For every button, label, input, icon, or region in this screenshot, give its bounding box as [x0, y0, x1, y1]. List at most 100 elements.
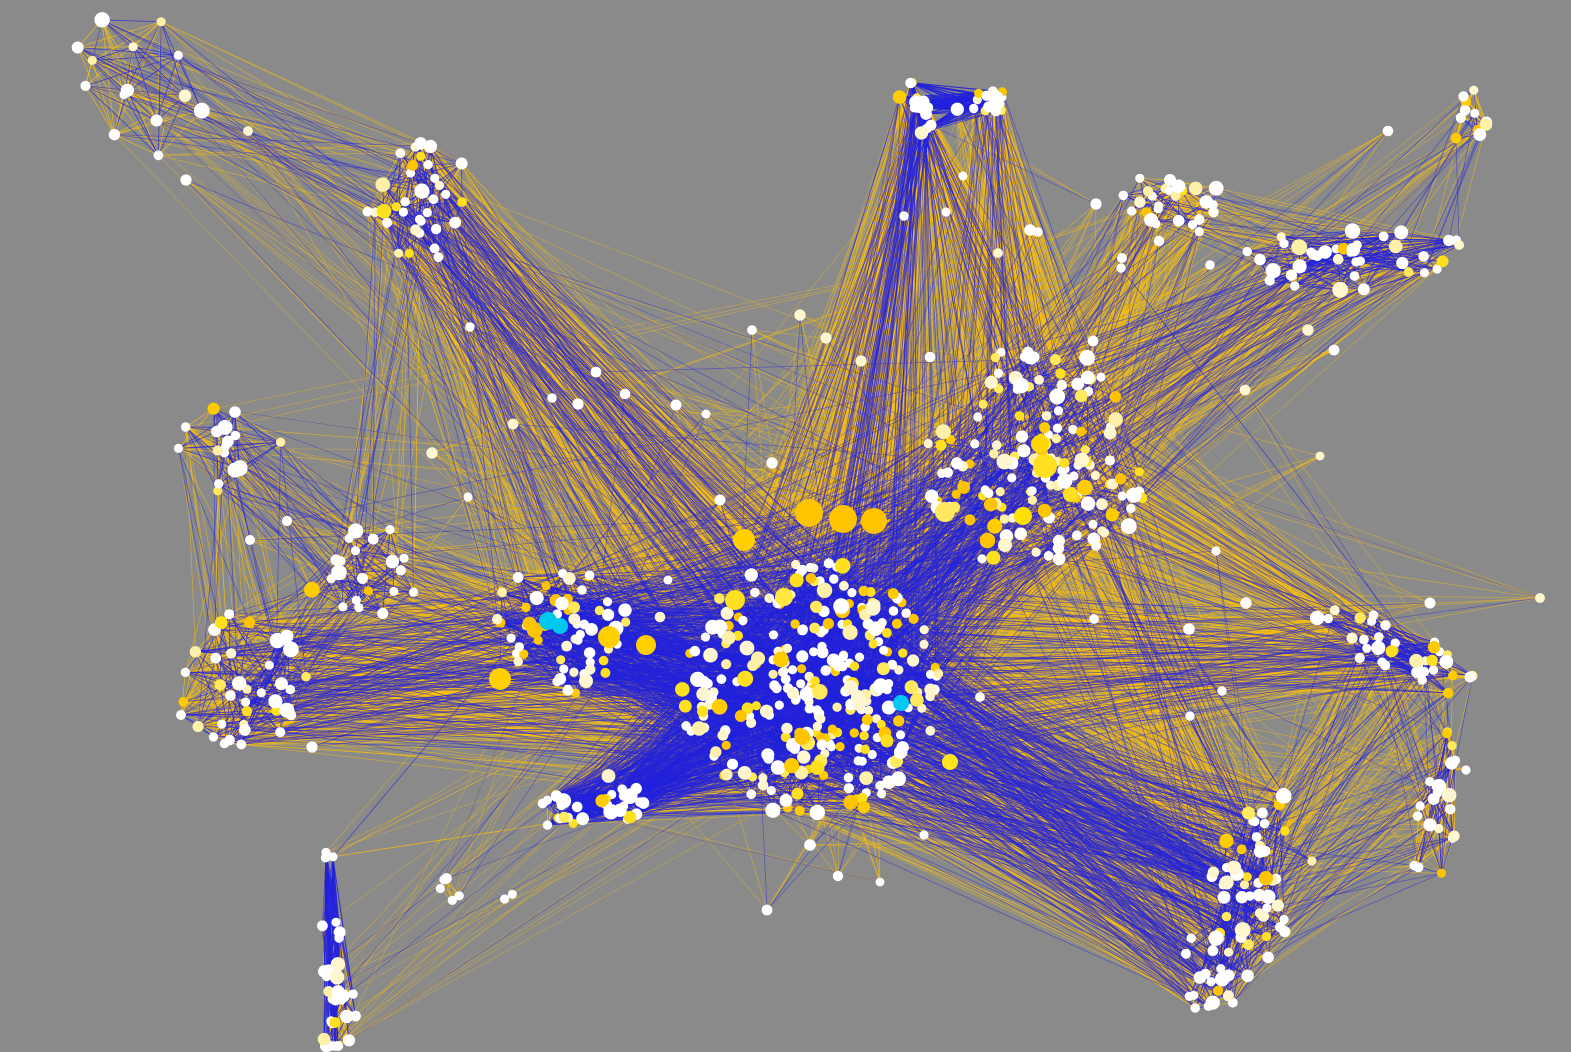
- graph-node[interactable]: [805, 562, 815, 573]
- graph-node[interactable]: [822, 618, 835, 630]
- graph-node[interactable]: [526, 622, 543, 638]
- graph-node[interactable]: [1442, 728, 1452, 739]
- graph-node[interactable]: [893, 745, 908, 759]
- node-layer[interactable]: [71, 12, 1545, 1052]
- graph-node[interactable]: [829, 574, 839, 584]
- graph-node[interactable]: [993, 368, 1004, 378]
- graph-node[interactable]: [1236, 844, 1247, 855]
- graph-node[interactable]: [999, 514, 1010, 524]
- graph-node[interactable]: [414, 183, 430, 199]
- graph-node[interactable]: [594, 605, 605, 616]
- graph-node[interactable]: [422, 208, 432, 218]
- graph-node[interactable]: [1323, 613, 1334, 624]
- graph-node[interactable]: [621, 617, 631, 627]
- graph-node[interactable]: [1096, 372, 1106, 382]
- graph-node[interactable]: [241, 706, 253, 717]
- graph-node[interactable]: [221, 435, 234, 448]
- graph-node[interactable]: [1445, 804, 1456, 815]
- graph-node[interactable]: [942, 467, 953, 478]
- graph-node[interactable]: [1057, 465, 1067, 476]
- graph-node[interactable]: [1024, 224, 1036, 236]
- graph-node[interactable]: [721, 740, 731, 750]
- graph-node[interactable]: [1153, 204, 1163, 214]
- graph-node[interactable]: [619, 388, 631, 400]
- graph-node[interactable]: [389, 586, 399, 597]
- graph-node[interactable]: [213, 486, 223, 496]
- graph-node[interactable]: [348, 989, 358, 999]
- graph-node[interactable]: [794, 729, 811, 745]
- graph-node[interactable]: [1080, 370, 1095, 385]
- graph-node[interactable]: [1007, 473, 1017, 483]
- graph-node[interactable]: [395, 148, 406, 159]
- graph-node[interactable]: [678, 699, 692, 713]
- graph-node[interactable]: [1434, 823, 1444, 834]
- graph-node[interactable]: [1291, 239, 1308, 256]
- graph-node[interactable]: [1080, 445, 1090, 455]
- graph-node[interactable]: [1126, 503, 1136, 514]
- graph-node[interactable]: [919, 625, 929, 635]
- graph-hub-node[interactable]: [725, 590, 745, 610]
- graph-node[interactable]: [1059, 458, 1070, 468]
- graph-hub-node[interactable]: [598, 626, 620, 648]
- graph-node[interactable]: [1349, 271, 1360, 281]
- graph-node[interactable]: [987, 518, 1003, 534]
- graph-node[interactable]: [1118, 190, 1129, 201]
- graph-node[interactable]: [805, 573, 817, 584]
- graph-node[interactable]: [843, 795, 858, 810]
- graph-node[interactable]: [1251, 832, 1262, 842]
- graph-node[interactable]: [264, 660, 274, 670]
- graph-node[interactable]: [1285, 269, 1297, 281]
- graph-node[interactable]: [1099, 528, 1110, 538]
- graph-node[interactable]: [1442, 687, 1454, 699]
- graph-node[interactable]: [1039, 422, 1051, 434]
- graph-node[interactable]: [1087, 335, 1099, 347]
- graph-node[interactable]: [1217, 890, 1231, 904]
- graph-node[interactable]: [584, 570, 595, 581]
- graph-node[interactable]: [1454, 240, 1465, 250]
- graph-node[interactable]: [193, 102, 210, 119]
- graph-node[interactable]: [178, 89, 192, 103]
- graph-node[interactable]: [207, 402, 220, 415]
- graph-node[interactable]: [585, 623, 598, 636]
- graph-node[interactable]: [741, 702, 754, 715]
- graph-node[interactable]: [208, 732, 219, 742]
- graph-node[interactable]: [809, 622, 821, 634]
- graph-node[interactable]: [1332, 253, 1344, 265]
- graph-node[interactable]: [696, 687, 711, 702]
- graph-node[interactable]: [577, 585, 587, 595]
- graph-node[interactable]: [843, 783, 855, 794]
- graph-node[interactable]: [1411, 666, 1424, 679]
- graph-node[interactable]: [1357, 283, 1370, 296]
- graph-node[interactable]: [721, 659, 732, 670]
- graph-node[interactable]: [623, 810, 637, 824]
- graph-node[interactable]: [1332, 281, 1349, 298]
- graph-node[interactable]: [838, 652, 848, 662]
- graph-node[interactable]: [689, 645, 701, 657]
- graph-node[interactable]: [1227, 860, 1242, 875]
- graph-node[interactable]: [979, 532, 996, 549]
- graph-node[interactable]: [894, 665, 904, 675]
- graph-node[interactable]: [842, 624, 858, 640]
- graph-node[interactable]: [317, 1032, 331, 1046]
- graph-node[interactable]: [1302, 324, 1314, 336]
- graph-node[interactable]: [774, 700, 784, 710]
- graph-node[interactable]: [1445, 756, 1459, 770]
- graph-node[interactable]: [537, 798, 548, 809]
- graph-node[interactable]: [409, 587, 419, 597]
- graph-node[interactable]: [1243, 939, 1254, 951]
- graph-node[interactable]: [1208, 207, 1219, 218]
- graph-node[interactable]: [892, 90, 907, 104]
- graph-node[interactable]: [989, 449, 999, 459]
- graph-hub-node[interactable]: [942, 754, 958, 770]
- graph-node[interactable]: [888, 606, 899, 616]
- graph-node[interactable]: [986, 550, 1001, 565]
- graph-node[interactable]: [816, 582, 833, 598]
- graph-node[interactable]: [1240, 597, 1252, 609]
- graph-node[interactable]: [950, 102, 964, 116]
- graph-node[interactable]: [860, 744, 870, 754]
- graph-node[interactable]: [847, 588, 857, 598]
- graph-node[interactable]: [1425, 777, 1435, 787]
- graph-node[interactable]: [1184, 991, 1195, 1001]
- graph-node[interactable]: [716, 674, 727, 685]
